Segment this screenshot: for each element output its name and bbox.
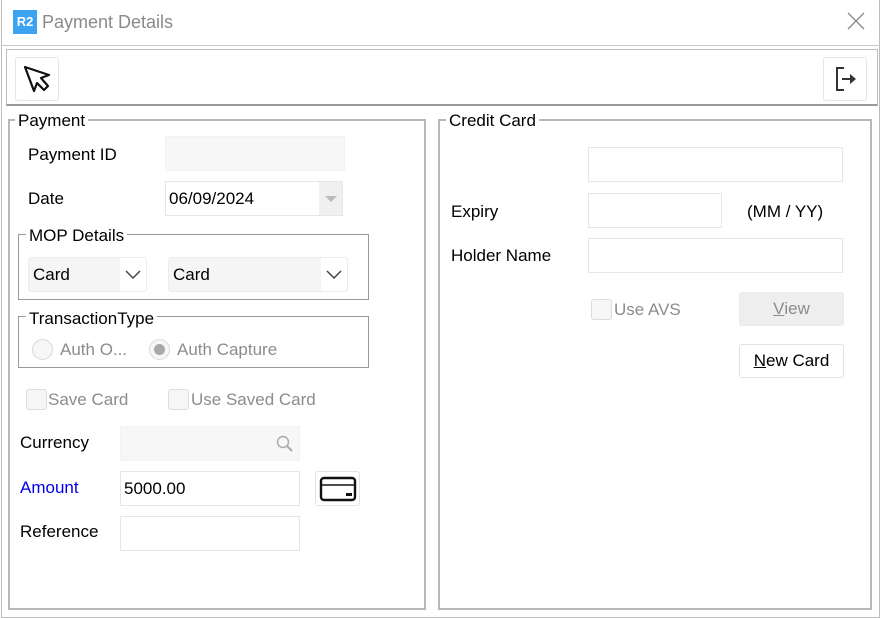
- mop-method-value: Card: [33, 264, 70, 284]
- close-button[interactable]: [845, 10, 867, 32]
- payment-id-field[interactable]: [165, 136, 345, 171]
- payment-id-label: Payment ID: [28, 145, 117, 164]
- expiry-field[interactable]: [588, 193, 722, 228]
- reference-field[interactable]: [120, 516, 300, 551]
- credit-card-legend: Credit Card: [446, 112, 539, 130]
- window-title: Payment Details: [42, 12, 174, 32]
- credit-card-group: [438, 119, 872, 610]
- mop-type-value: Card: [173, 264, 210, 284]
- view-label: iew: [784, 299, 810, 318]
- holder-name-field[interactable]: [588, 238, 843, 273]
- credit-card-icon: [319, 476, 356, 501]
- amount-label: Amount: [20, 478, 79, 497]
- transaction-type-legend: TransactionType: [26, 310, 158, 328]
- app-logo: R2: [13, 10, 37, 34]
- mop-type-select[interactable]: Card: [168, 257, 348, 292]
- mop-method-select[interactable]: Card: [28, 257, 147, 292]
- date-field[interactable]: 06/09/2024: [165, 181, 343, 216]
- use-saved-card-label: Use Saved Card: [191, 390, 316, 409]
- date-value: 06/09/2024: [169, 188, 255, 208]
- view-mnemonic: V: [773, 299, 785, 318]
- expiry-format-hint: (MM / YY): [747, 202, 824, 221]
- exit-button[interactable]: [823, 57, 867, 101]
- auth-capture-label: Auth Capture: [177, 340, 278, 359]
- mop-details-legend: MOP Details: [26, 227, 128, 245]
- date-label: Date: [28, 189, 64, 208]
- select-button[interactable]: [15, 57, 59, 101]
- reference-label: Reference: [20, 522, 99, 541]
- auth-only-label: Auth O...: [60, 340, 128, 359]
- save-card-checkbox[interactable]: [26, 389, 47, 410]
- payment-legend: Payment: [15, 112, 89, 130]
- expiry-label: Expiry: [451, 202, 499, 221]
- use-saved-card-checkbox[interactable]: [168, 389, 189, 410]
- close-icon: [847, 12, 865, 30]
- payment-group: [8, 119, 426, 610]
- title-divider: [1, 45, 880, 46]
- caret-down-icon: [324, 195, 337, 202]
- toolbar: [6, 49, 878, 106]
- amount-field[interactable]: 5000.00: [120, 471, 300, 506]
- new-card-label: ew Card: [765, 351, 830, 370]
- use-avs-label: Use AVS: [614, 300, 681, 319]
- use-avs-checkbox[interactable]: [591, 299, 612, 320]
- search-icon[interactable]: [276, 435, 294, 453]
- card-payment-button[interactable]: [315, 471, 360, 506]
- currency-field[interactable]: [120, 426, 300, 461]
- exit-icon: [836, 67, 856, 91]
- card-number-field[interactable]: [588, 147, 843, 182]
- radio-dot: [154, 344, 165, 355]
- chevron-down-icon: [125, 269, 141, 279]
- auth-capture-radio[interactable]: [149, 339, 170, 360]
- auth-only-radio[interactable]: [32, 339, 53, 360]
- chevron-down-icon: [326, 269, 342, 279]
- holder-name-label: Holder Name: [451, 246, 552, 265]
- mop-details-group: [18, 234, 369, 300]
- transaction-type-group: [18, 316, 369, 368]
- cursor-arrow-icon: [23, 65, 51, 93]
- new-card-mnemonic: N: [753, 351, 766, 370]
- save-card-label: Save Card: [48, 390, 129, 409]
- date-dropdown-button[interactable]: [319, 182, 342, 215]
- currency-label: Currency: [20, 433, 89, 452]
